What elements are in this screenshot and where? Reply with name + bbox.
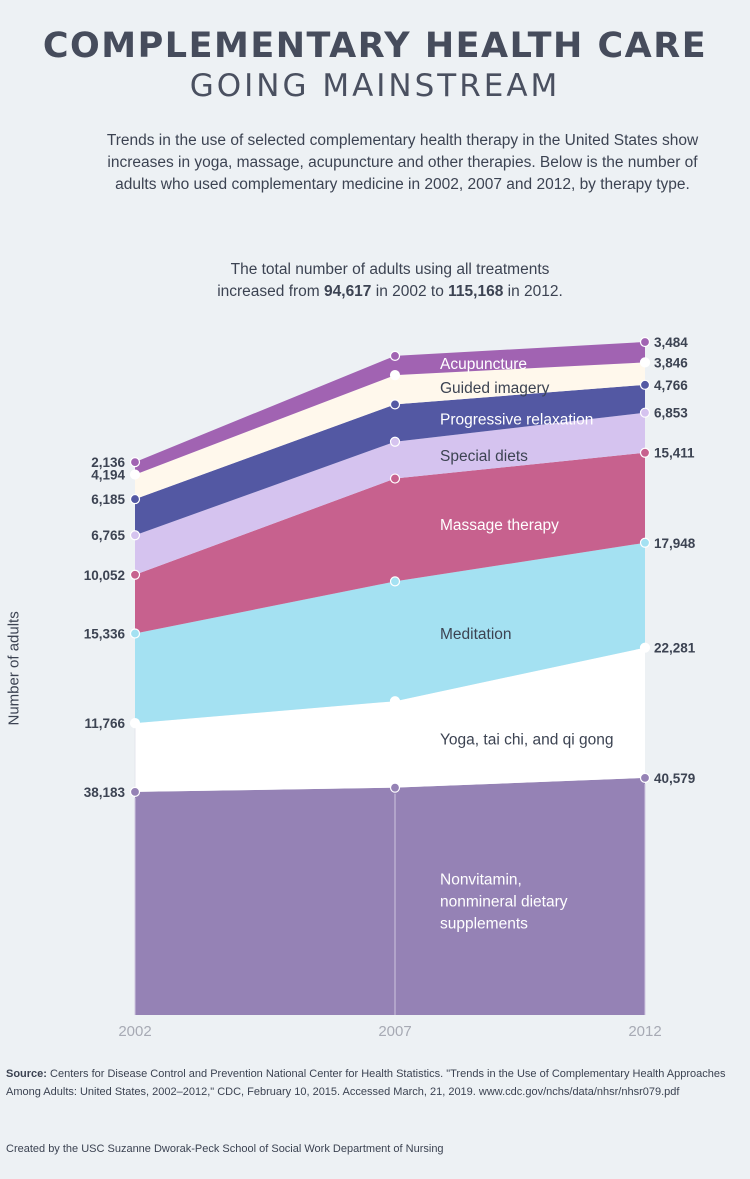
point-acupuncture-2007 [389,350,401,361]
point-massage-therapy-2007 [389,473,401,484]
point-yoga-tai-chi-and-qi-gong-2012 [639,642,651,653]
total-value-2002: 94,617 [324,283,372,300]
series-label-nonvitamin-nonmineral-dietary-supplements-line-3: supplements [440,915,528,932]
credit-note: Created by the USC Suzanne Dworak-Peck S… [6,1143,444,1155]
total-line-1: The total number of adults using all tre… [230,261,550,278]
series-label-acupuncture: Acupuncture [440,356,527,373]
value-label-acupuncture-2002: 2,136 [91,455,125,470]
area-special-diets [135,412,645,575]
value-label-yoga-tai-chi-and-qi-gong-2002: 11,766 [84,716,125,731]
point-nonvitamin-nonmineral-dietary-supplements-2007 [389,782,401,793]
total-summary: The total number of adults using all tre… [100,259,680,303]
area-yoga-tai-chi-and-qi-gong [135,647,645,792]
series-label-nonvitamin-nonmineral-dietary-supplements-line-2: nonmineral dietary [440,893,568,910]
point-meditation-2002 [129,628,141,639]
point-special-diets-2002 [129,530,141,541]
point-meditation-2012 [639,537,651,548]
area-guided-imagery [135,362,645,500]
value-label-progressive-relaxation-2002: 6,185 [91,492,125,507]
point-progressive-relaxation-2012 [639,379,651,390]
area-progressive-relaxation [135,384,645,536]
value-label-acupuncture-2012: 3,484 [654,335,688,350]
point-guided-imagery-2007 [389,370,401,381]
x-tick-2007: 2007 [378,1023,411,1040]
point-progressive-relaxation-2007 [389,399,401,410]
total-middle: in 2002 to [371,283,449,300]
source-label: Source: [6,1068,47,1080]
stacked-area-chart: 2002 2007 2012 38,183 40,579 11,766 22,281 15,3… [84,335,696,1040]
value-label-meditation-2012: 17,948 [654,536,696,551]
value-label-special-diets-2012: 6,853 [654,406,688,421]
value-label-guided-imagery-2012: 3,846 [654,355,688,370]
series-label-massage-therapy: Massage therapy [440,517,559,534]
series-label-meditation: Meditation [440,626,512,643]
value-label-nonvitamin-nonmineral-dietary-supplements-2012: 40,579 [654,771,695,786]
area-meditation [135,542,645,724]
series-label-nonvitamin-nonmineral-dietary-supplements-line-1: Nonvitamin, [440,871,522,888]
value-label-nonvitamin-nonmineral-dietary-supplements-2002: 38,183 [84,785,126,800]
source-text: Centers for Disease Control and Preventi… [6,1068,726,1098]
value-label-guided-imagery-2002: 4,194 [91,468,125,483]
series-label-guided-imagery: Guided imagery [440,380,550,397]
area-massage-therapy [135,452,645,634]
title-line-2: GOING MAINSTREAM [189,68,561,104]
value-label-progressive-relaxation-2012: 4,766 [654,378,688,393]
value-label-meditation-2002: 15,336 [84,626,126,641]
total-value-2012: 115,168 [448,283,504,300]
value-label-massage-therapy-2012: 15,411 [654,446,695,461]
total-after: in 2012. [503,283,563,300]
area-nonvitamin-nonmineral-dietary-supplements [135,777,645,1015]
point-massage-therapy-2002 [129,569,141,580]
point-special-diets-2007 [389,436,401,447]
point-meditation-2007 [389,576,401,587]
x-tick-2002: 2002 [118,1023,151,1040]
total-before: increased from [217,283,325,300]
point-special-diets-2012 [639,407,651,418]
value-label-massage-therapy-2002: 10,052 [84,568,125,583]
title-line-1: COMPLEMENTARY HEALTH CARE [42,26,708,66]
point-acupuncture-2002 [129,456,141,468]
value-label-special-diets-2002: 6,765 [91,528,125,543]
series-label-yoga-tai-chi-and-qi-gong: Yoga, tai chi, and qi gong [440,732,614,749]
series-label-special-diets: Special diets [440,448,528,465]
point-yoga-tai-chi-and-qi-gong-2002 [129,718,141,729]
point-progressive-relaxation-2002 [129,493,141,505]
x-tick-2012: 2012 [628,1023,661,1040]
intro-text: Trends in the use of selected complement… [106,132,699,193]
point-nonvitamin-nonmineral-dietary-supplements-2012 [639,772,651,783]
point-guided-imagery-2012 [639,357,651,368]
source-note: Source: Centers for Disease Control and … [6,1065,741,1101]
series-label-progressive-relaxation: Progressive relaxation [440,412,593,429]
point-nonvitamin-nonmineral-dietary-supplements-2002 [129,786,141,797]
point-yoga-tai-chi-and-qi-gong-2007 [389,696,401,707]
value-label-yoga-tai-chi-and-qi-gong-2012: 22,281 [654,641,696,656]
area-acupuncture [135,342,645,475]
point-guided-imagery-2002 [129,469,141,480]
point-massage-therapy-2012 [639,447,651,458]
point-acupuncture-2012 [639,336,651,348]
